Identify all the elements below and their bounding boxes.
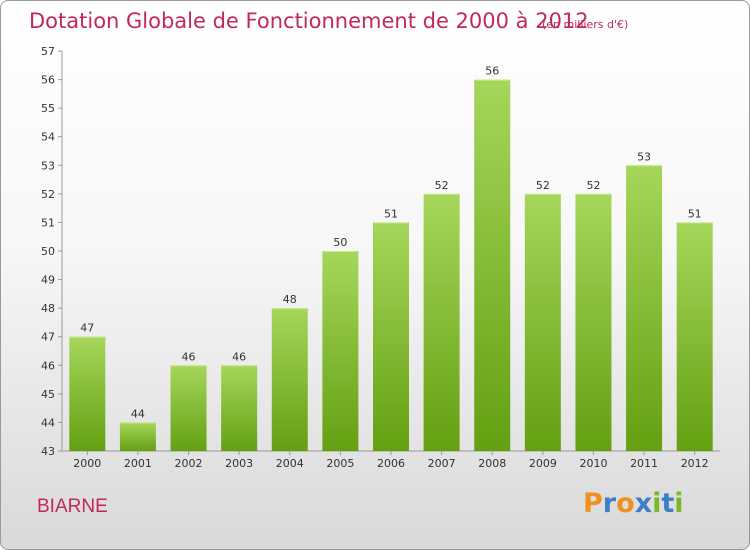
x-tick-label: 2002: [175, 457, 203, 470]
x-tick-label: 2006: [377, 457, 405, 470]
data-label: 51: [384, 207, 398, 220]
y-tick-label: 47: [41, 331, 55, 344]
bar: [676, 222, 713, 451]
bar: [119, 422, 156, 451]
y-tick-label: 46: [41, 359, 55, 372]
x-tick-label: 2010: [579, 457, 607, 470]
y-tick-label: 53: [41, 159, 55, 172]
data-label: 53: [637, 150, 651, 163]
y-tick-label: 52: [41, 188, 55, 201]
bar: [626, 165, 663, 452]
x-tick-label: 2007: [428, 457, 456, 470]
y-tick-label: 51: [41, 216, 55, 229]
x-tick-label: 2011: [630, 457, 658, 470]
data-label: 48: [283, 293, 297, 306]
bar: [575, 193, 612, 451]
logo-letter: x: [634, 488, 653, 519]
bar: [69, 336, 106, 451]
data-label: 47: [80, 322, 94, 335]
data-label: 52: [536, 179, 550, 192]
unit-label: (en milliers d'€): [542, 18, 629, 31]
bar: [271, 308, 308, 451]
x-tick-label: 2005: [326, 457, 354, 470]
data-label: 44: [131, 407, 145, 420]
x-tick-label: 2012: [681, 457, 709, 470]
logo-letter: o: [616, 488, 635, 519]
commune-name: BIARNE: [37, 496, 108, 517]
bar: [221, 365, 258, 451]
data-label: 50: [333, 236, 347, 249]
y-tick-label: 43: [41, 445, 55, 458]
bar: [373, 222, 409, 451]
proxiti-logo: Proxiti: [583, 488, 684, 519]
y-tick-label: 50: [41, 245, 55, 258]
y-tick-label: 56: [41, 74, 55, 87]
bar: [322, 251, 359, 451]
y-tick-label: 45: [41, 388, 55, 401]
chart-title: Dotation Globale de Fonctionnement de 20…: [29, 9, 589, 33]
x-tick-label: 2009: [529, 457, 557, 470]
x-tick-label: 2008: [478, 457, 506, 470]
bar: [423, 193, 460, 451]
logo-letter: i: [652, 488, 662, 519]
x-tick-label: 2000: [73, 457, 101, 470]
logo-letter: P: [583, 488, 603, 519]
bar: [524, 193, 561, 451]
data-label: 46: [232, 350, 246, 363]
bar: [474, 79, 511, 452]
data-label: 52: [435, 179, 449, 192]
y-tick-label: 57: [41, 45, 55, 58]
y-tick-label: 49: [41, 274, 55, 287]
data-label: 52: [586, 179, 600, 192]
logo-letter: t: [661, 488, 675, 519]
x-tick-label: 2001: [124, 457, 152, 470]
y-tick-label: 48: [41, 302, 55, 315]
logo-letter: i: [674, 488, 684, 519]
data-label: 46: [182, 350, 196, 363]
data-label: 56: [485, 65, 499, 78]
x-tick-label: 2004: [276, 457, 304, 470]
logo-letter: r: [602, 488, 617, 519]
y-tick-label: 44: [41, 416, 55, 429]
x-tick-label: 2003: [225, 457, 253, 470]
y-tick-label: 54: [41, 131, 55, 144]
bar: [170, 365, 207, 451]
y-tick-label: 55: [41, 102, 55, 115]
data-label: 51: [688, 207, 702, 220]
